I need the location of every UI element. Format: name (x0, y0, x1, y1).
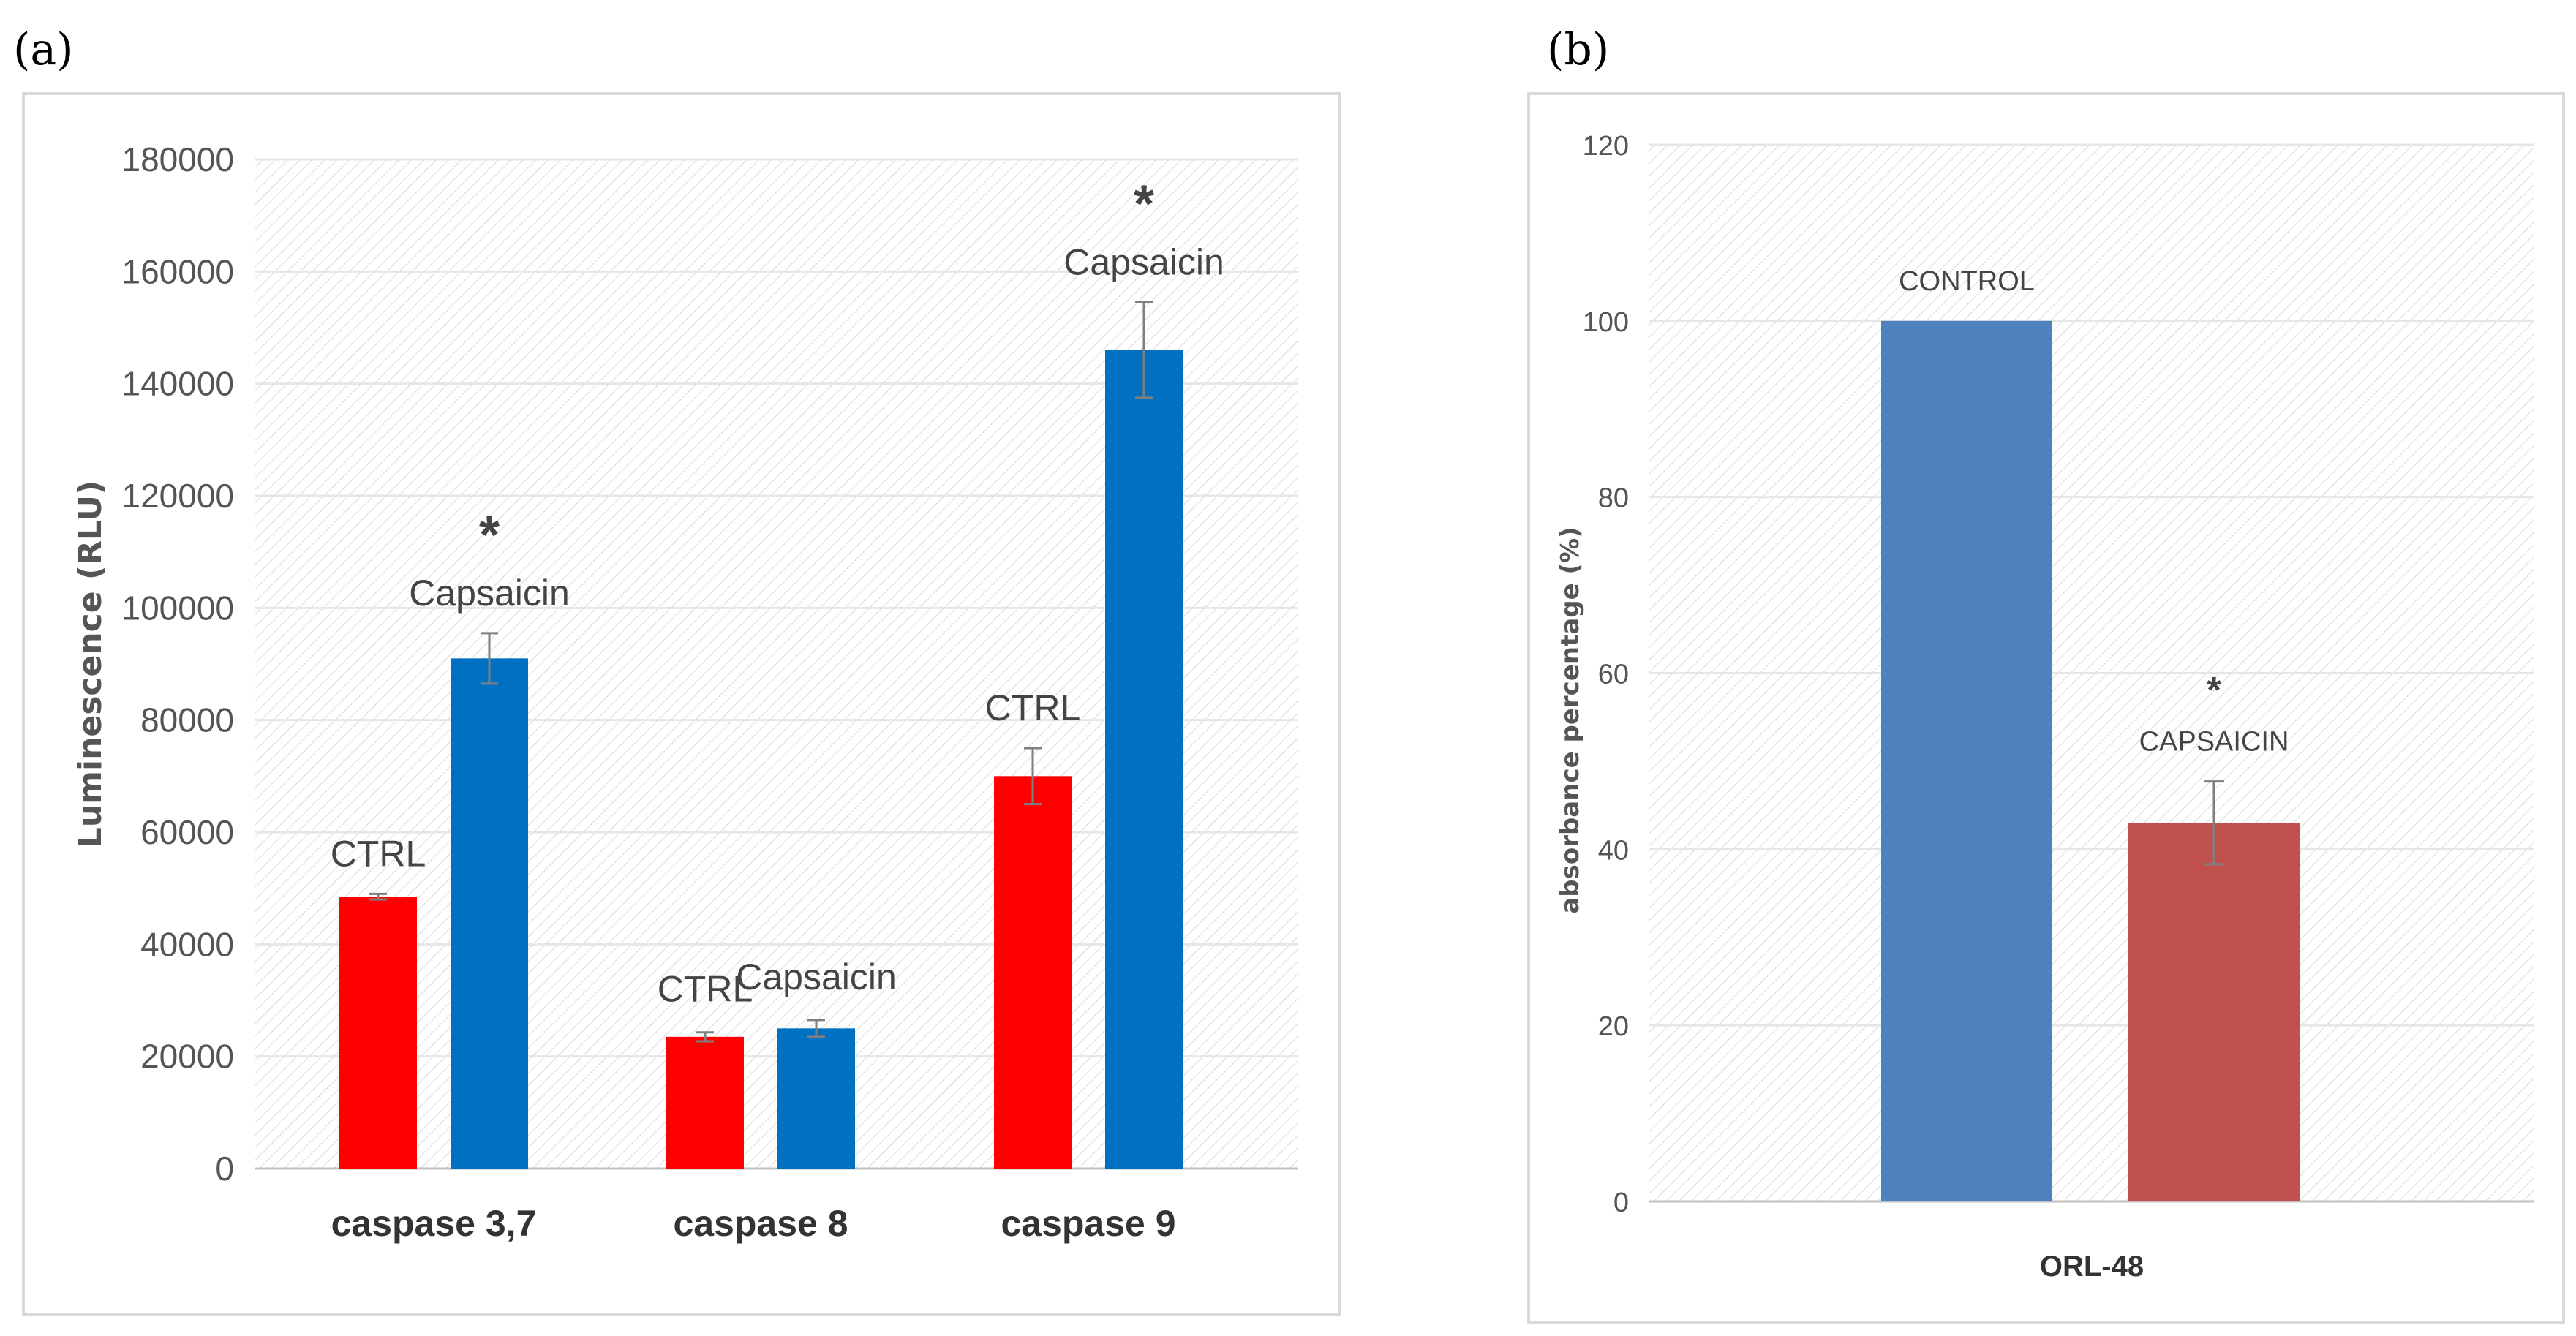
bar-capsaicin-3 (1105, 350, 1183, 1169)
bar-label-capsaicin: Capsaicin (409, 573, 570, 614)
y-tick-label-a: 100000 (122, 589, 235, 627)
bar-capsaicin (2128, 823, 2300, 1201)
panel-label-b: (b) (1547, 24, 1609, 75)
bar-label-ctrl: CTRL (331, 833, 426, 874)
panel-label-a: (a) (13, 24, 74, 75)
y-tick-label-a: 80000 (140, 701, 234, 739)
bar-label-capsaicin: Capsaicin (1063, 242, 1224, 283)
y-tick-label-a: 120000 (122, 477, 235, 515)
y-tick-label-a: 60000 (140, 813, 234, 851)
y-axis-title-a: Luminescence (RLU) (72, 480, 109, 848)
bar-ctrl-1 (339, 897, 417, 1169)
bar-label-capsaicin: Capsaicin (736, 956, 897, 997)
bar-ctrl-3 (994, 776, 1072, 1169)
bar-label-control: CONTROL (1899, 266, 2035, 297)
x-category-label-b: ORL-48 (2040, 1250, 2144, 1283)
y-tick-label-b: 120 (1583, 131, 1629, 162)
y-tick-label-b: 100 (1583, 307, 1629, 338)
bar-label-ctrl: CTRL (658, 969, 753, 1010)
bar-capsaicin-1 (451, 658, 528, 1169)
significance-marker: * (1134, 176, 1154, 234)
chart-b: 0 20 40 60 80 100 120 absorbance percentage (%)… (1556, 131, 2534, 1283)
significance-marker: * (479, 506, 500, 565)
x-category-label-a: caspase 9 (1001, 1203, 1175, 1244)
significance-marker: * (2207, 670, 2221, 711)
y-tick-label-b: 0 (1613, 1188, 1629, 1218)
x-category-label-a: caspase 3,7 (331, 1203, 537, 1244)
bar-label-ctrl: CTRL (985, 687, 1081, 728)
y-axis-title-b: absorbance percentage (%) (1556, 527, 1585, 913)
y-tick-label-b: 40 (1598, 835, 1629, 866)
bar-label-capsaicin: CAPSAICIN (2139, 727, 2289, 758)
bar-capsaicin-2 (777, 1028, 855, 1169)
y-tick-label-b: 80 (1598, 483, 1629, 514)
bar-control (1881, 320, 2052, 1201)
chart-a: 0 20000 40000 60000 80000 100000 120000 140000 1… (72, 140, 1298, 1244)
y-tick-label-a: 20000 (140, 1038, 234, 1076)
y-tick-label-b: 20 (1598, 1011, 1629, 1042)
y-tick-label-a: 140000 (122, 365, 235, 403)
y-tick-label-a: 180000 (122, 140, 235, 178)
x-category-label-a: caspase 8 (673, 1203, 848, 1244)
y-tick-label-b: 60 (1598, 660, 1629, 690)
bar-ctrl-2 (666, 1036, 744, 1169)
y-tick-label-a: 0 (215, 1150, 234, 1188)
y-tick-label-a: 160000 (122, 252, 235, 290)
y-tick-label-a: 40000 (140, 925, 234, 963)
